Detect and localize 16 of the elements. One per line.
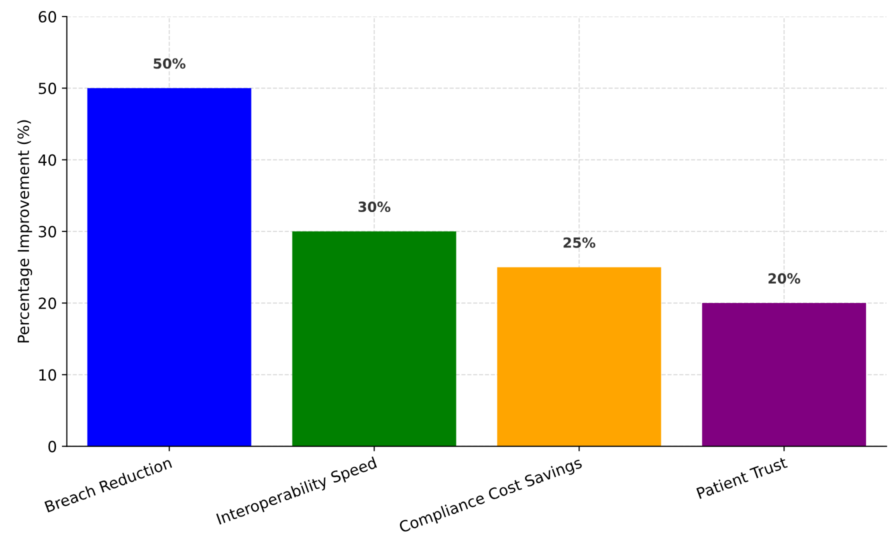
y-tick-label: 40 <box>38 154 56 166</box>
y-tick-label: 10 <box>39 369 56 381</box>
data-label: 50% <box>154 58 186 69</box>
y-tick-label: 30 <box>38 226 56 238</box>
y-tick-label: 60 <box>38 10 56 23</box>
data-label: 30% <box>358 202 390 212</box>
bar <box>87 88 252 446</box>
y-tick-label: 50 <box>38 82 56 94</box>
data-label: 25% <box>564 237 596 248</box>
bar <box>292 231 456 446</box>
y-tick-label: 20 <box>38 298 56 310</box>
y-axis-title: Percentage Improvement (%) <box>17 120 32 342</box>
data-label: 20% <box>768 273 800 284</box>
bar <box>497 267 662 446</box>
y-tick-label: 0 <box>48 440 56 452</box>
bar <box>702 303 866 446</box>
